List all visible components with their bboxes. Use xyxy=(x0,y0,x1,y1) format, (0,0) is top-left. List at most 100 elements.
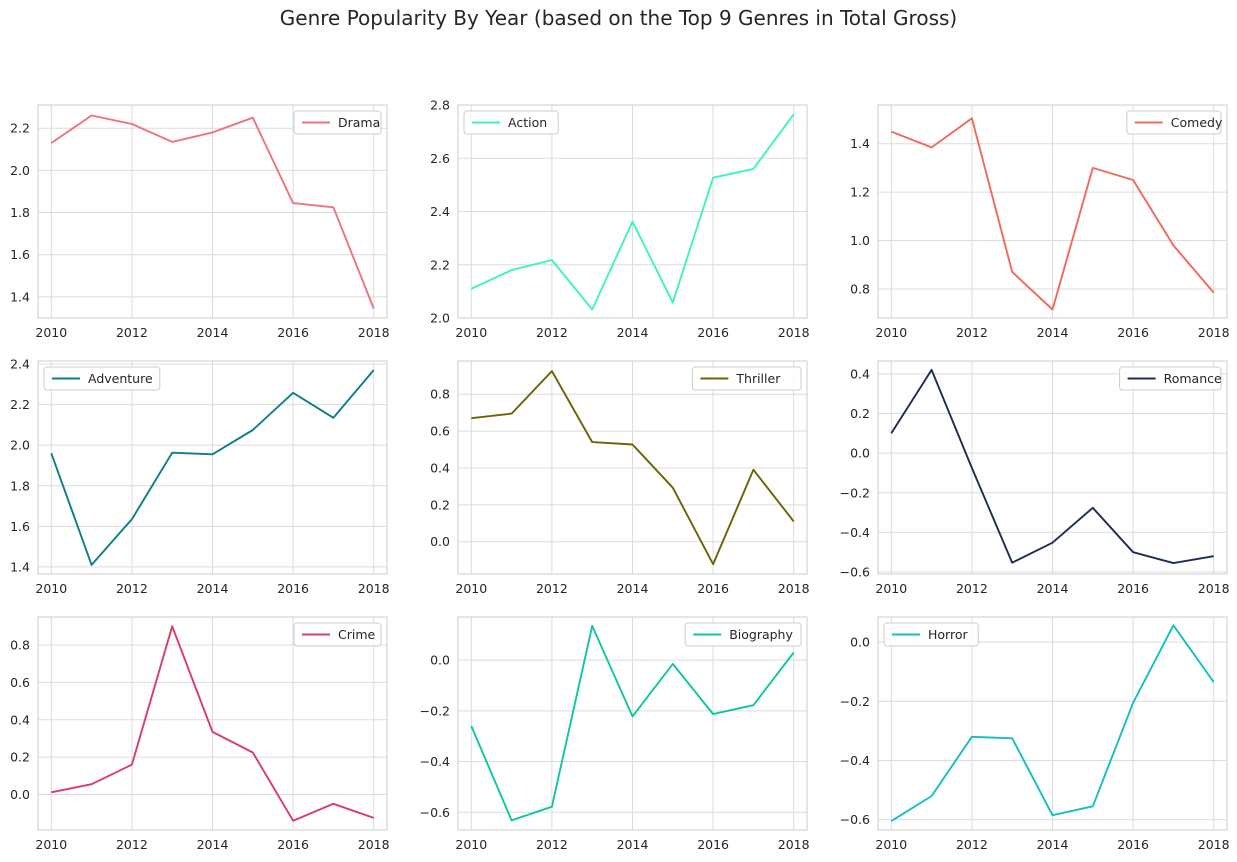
legend-drama: Drama xyxy=(293,110,382,135)
y-tick-label: 0.0 xyxy=(850,446,870,461)
x-tick-label: 2012 xyxy=(956,325,988,340)
subplot-romance: 2010 2012 2014 2016 2018 −0.6 −0.4 −0.2 0.0 0.2 0.… xyxy=(840,360,1230,596)
y-tick-label: 2.2 xyxy=(10,397,30,412)
legend-box xyxy=(43,366,161,391)
y-tick-label: 0.0 xyxy=(850,635,870,650)
x-tick-label: 2014 xyxy=(1037,581,1069,596)
y-tick-label: −0.6 xyxy=(420,805,450,820)
x-tick-label: 2018 xyxy=(358,325,390,340)
x-tick-label: 2016 xyxy=(1117,581,1149,596)
x-tick-label: 2016 xyxy=(1117,325,1149,340)
y-tick-label: 1.8 xyxy=(10,478,30,493)
y-tick-label: 1.8 xyxy=(10,205,30,220)
subplot-action: 2010 2012 2014 2016 2018 2.0 2.2 2.4 2.6 2.8 Actio… xyxy=(430,98,810,341)
y-tick-label: 0.8 xyxy=(10,638,30,653)
y-tick-label: 1.4 xyxy=(10,289,30,304)
figure-title: Genre Popularity By Year (based on the T… xyxy=(279,6,958,30)
y-tick-label: 2.8 xyxy=(430,98,450,113)
y-tick-label: 0.4 xyxy=(430,460,450,475)
x-tick-label: 2010 xyxy=(455,837,487,852)
x-tick-label: 2018 xyxy=(1198,581,1230,596)
y-tick-label: 2.4 xyxy=(430,204,450,219)
x-tick-label: 2014 xyxy=(197,581,229,596)
x-tick-label: 2014 xyxy=(617,581,649,596)
y-tick-label: −0.6 xyxy=(840,812,870,827)
y-tick-label: 2.0 xyxy=(10,438,30,453)
x-tick-label: 2014 xyxy=(617,325,649,340)
x-tick-label: 2018 xyxy=(778,325,810,340)
x-tick-label: 2012 xyxy=(116,837,148,852)
plot-frame xyxy=(457,360,808,575)
y-tick-label: 0.0 xyxy=(430,534,450,549)
y-tick-label: −0.4 xyxy=(840,525,870,540)
x-tick-label: 2016 xyxy=(697,837,729,852)
x-tick-label: 2016 xyxy=(1117,837,1149,852)
y-tick-label: −0.2 xyxy=(420,703,450,718)
plot-frame xyxy=(457,616,808,831)
y-tick-label: 0.6 xyxy=(10,675,30,690)
legend-box xyxy=(684,622,802,647)
series-line-horror xyxy=(890,624,1215,822)
x-tick-label: 2012 xyxy=(116,581,148,596)
x-tick-label: 2012 xyxy=(956,581,988,596)
y-tick-label: 2.2 xyxy=(10,121,30,136)
x-tick-label: 2012 xyxy=(536,837,568,852)
legend-crime: Crime xyxy=(293,622,382,647)
plot-frame xyxy=(37,104,388,319)
y-tick-label: 0.6 xyxy=(430,424,450,439)
x-tick-label: 2014 xyxy=(617,837,649,852)
series-line-comedy xyxy=(890,117,1215,311)
x-tick-label: 2014 xyxy=(197,325,229,340)
x-tick-label: 2014 xyxy=(1037,837,1069,852)
legend-biography: Biography xyxy=(684,622,802,647)
x-tick-label: 2018 xyxy=(358,837,390,852)
legend-box xyxy=(691,366,802,391)
series-line-crime xyxy=(51,625,375,822)
plot-frame xyxy=(877,616,1228,831)
x-tick-label: 2012 xyxy=(536,581,568,596)
y-tick-label: 0.8 xyxy=(850,281,870,296)
x-tick-label: 2010 xyxy=(455,581,487,596)
subplot-comedy: 2010 2012 2014 2016 2018 0.8 1.0 1.2 1.4 Comedy xyxy=(850,104,1230,340)
plot-frame xyxy=(877,104,1228,319)
subplot-horror: 2010 2012 2014 2016 2018 −0.6 −0.4 −0.2 0.0 Horro… xyxy=(840,616,1230,852)
series-line-adventure xyxy=(50,369,375,566)
legend-box xyxy=(293,110,382,135)
x-tick-label: 2018 xyxy=(778,581,810,596)
legend-label: Crime xyxy=(338,627,376,642)
x-tick-label: 2018 xyxy=(1198,837,1230,852)
x-tick-label: 2010 xyxy=(875,837,907,852)
y-tick-label: 0.0 xyxy=(430,653,450,668)
legend-label: Horror xyxy=(928,627,968,642)
legend-horror: Horror xyxy=(883,622,979,647)
y-tick-label: −0.4 xyxy=(840,753,870,768)
x-tick-label: 2010 xyxy=(35,325,67,340)
plot-frame xyxy=(877,360,1228,575)
series-line-thriller xyxy=(471,370,795,566)
y-tick-label: −0.4 xyxy=(420,754,450,769)
y-tick-label: 1.6 xyxy=(10,247,30,262)
subplot-adventure: 2010 2012 2014 2016 2018 1.4 1.6 1.8 2.0 2.2 2.4 Ad… xyxy=(10,357,390,596)
x-tick-label: 2018 xyxy=(1198,325,1230,340)
y-tick-label: 1.0 xyxy=(850,233,870,248)
y-tick-label: −0.6 xyxy=(840,565,870,580)
x-tick-label: 2010 xyxy=(35,581,67,596)
x-tick-label: 2016 xyxy=(697,581,729,596)
x-tick-label: 2018 xyxy=(358,581,390,596)
y-tick-label: 0.0 xyxy=(10,787,30,802)
y-tick-label: 2.2 xyxy=(430,257,450,272)
legend-thriller: Thriller xyxy=(691,366,802,391)
legend-label: Biography xyxy=(729,627,793,642)
x-tick-label: 2016 xyxy=(277,325,309,340)
legend-label: Drama xyxy=(338,115,380,130)
series-line-action xyxy=(470,113,795,311)
legend-box xyxy=(883,622,979,647)
legend-label: Action xyxy=(508,115,547,130)
x-tick-label: 2016 xyxy=(697,325,729,340)
legend-action: Action xyxy=(463,110,559,135)
y-tick-label: 2.0 xyxy=(430,311,450,326)
legend-label: Adventure xyxy=(88,371,153,386)
plot-frame xyxy=(37,616,388,831)
